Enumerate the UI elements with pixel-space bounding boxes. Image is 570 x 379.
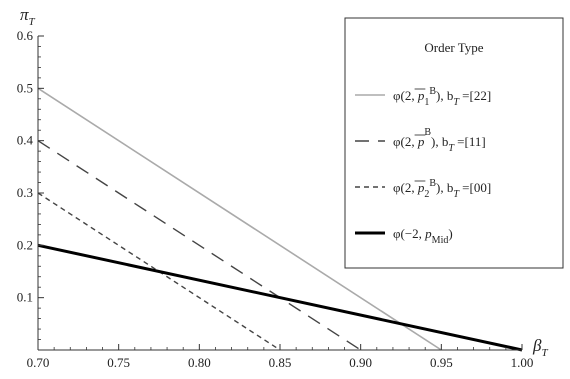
legend-label-4: φ(−2, pMid): [393, 226, 453, 246]
x-tick-label: 0.75: [107, 355, 130, 370]
legend-box: [344, 17, 564, 269]
y-axis-label: πT: [20, 5, 36, 28]
legend-label-1: φ(2, p1B), bT =[22]: [393, 86, 491, 108]
y-tick-label: 0.5: [17, 80, 33, 95]
x-tick-label: 0.80: [188, 355, 211, 370]
x-tick-label: 0.95: [430, 355, 453, 370]
legend-items: φ(2, p1B), bT =[22] φ(2, pB), bT =[11] φ(2…: [355, 86, 491, 246]
x-axis-label: βT: [532, 336, 548, 359]
legend-title: Order Type: [424, 40, 483, 55]
y-tick-label: 0.4: [17, 133, 34, 148]
x-tick-label: 0.90: [349, 355, 372, 370]
x-tick-label: 0.70: [27, 355, 50, 370]
x-tick-label: 0.85: [269, 355, 292, 370]
legend-label-3: φ(2, p2B), bT =[00]: [393, 178, 491, 200]
y-tick-label: 0.3: [17, 185, 33, 200]
series-line-2: [37, 140, 362, 351]
x-tick-label: 1.00: [511, 355, 534, 370]
legend: Order Type φ(2, p1B), bT =[22] φ(2, pB), …: [344, 17, 564, 269]
series-layer: [37, 87, 523, 352]
series-line-1: [37, 87, 442, 351]
series-line-4: [37, 243, 523, 352]
y-tick-label: 0.2: [17, 237, 33, 252]
ticks: 0.70 0.75 0.80 0.85 0.90 0.95 1.00 0.1 0.2 0.3 0.4…: [17, 28, 534, 370]
y-tick-label: 0.1: [17, 290, 33, 305]
y-tick-label: 0.6: [17, 28, 34, 43]
legend-label-2: φ(2, pB), bT =[11]: [393, 127, 486, 154]
